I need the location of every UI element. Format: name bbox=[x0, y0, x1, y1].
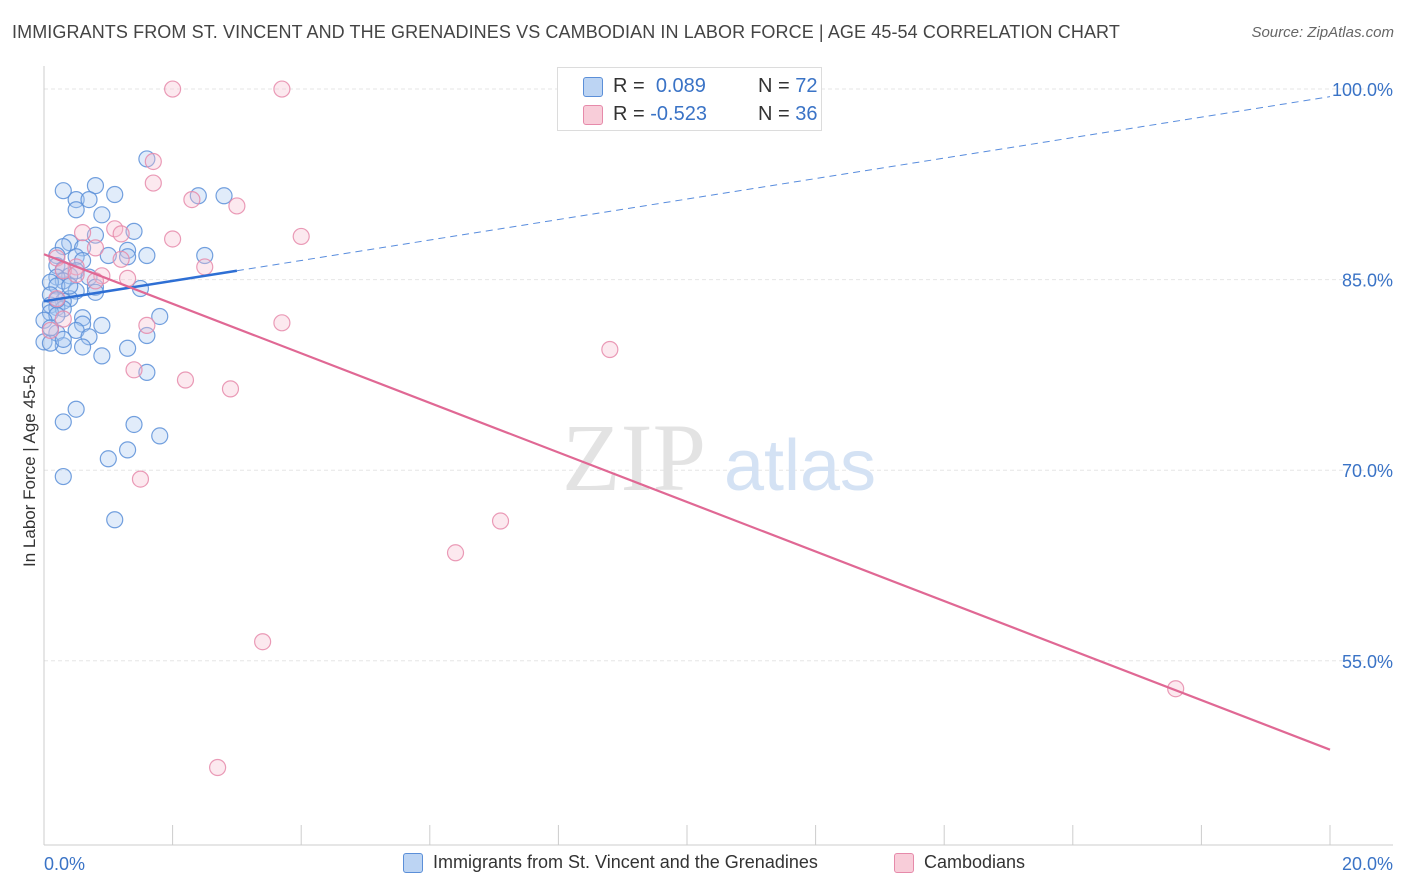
axes bbox=[43, 66, 1393, 846]
gridlines bbox=[44, 88, 1390, 662]
x-tick-label: 20.0% bbox=[1342, 854, 1393, 874]
data-point-immigrants bbox=[138, 363, 156, 381]
watermark-zip: ZIP bbox=[562, 404, 706, 511]
data-point-cambodians bbox=[491, 512, 510, 530]
data-point-cambodians bbox=[209, 758, 227, 777]
tick-labels: 55.0% 70.0% 85.0% 100.0% 0.0% 20.0% bbox=[44, 80, 1393, 874]
data-point-immigrants bbox=[80, 190, 98, 209]
data-point-immigrants bbox=[67, 400, 85, 418]
y-tick-label: 55.0% bbox=[1342, 652, 1393, 672]
data-point-cambodians bbox=[273, 80, 291, 98]
legend-n-value: 72 bbox=[795, 75, 818, 97]
trend-line-immigrants-extension bbox=[236, 96, 1331, 272]
data-point-cambodians bbox=[131, 470, 150, 488]
bottom-legend-label: Immigrants from St. Vincent and the Gren… bbox=[433, 852, 818, 872]
data-point-immigrants bbox=[54, 467, 72, 486]
trend-lines bbox=[43, 96, 1331, 751]
data-point-immigrants bbox=[118, 339, 137, 357]
data-point-cambodians bbox=[228, 197, 246, 215]
data-point-cambodians bbox=[138, 316, 156, 334]
data-point-cambodians bbox=[125, 361, 143, 379]
data-point-cambodians bbox=[54, 310, 72, 328]
data-point-immigrants bbox=[99, 246, 117, 265]
data-point-immigrants bbox=[118, 441, 137, 459]
data-point-immigrants bbox=[41, 334, 60, 352]
data-point-cambodians bbox=[112, 225, 130, 243]
x-tick-label: 0.0% bbox=[44, 854, 85, 874]
data-point-cambodians bbox=[446, 544, 465, 562]
data-point-immigrants bbox=[54, 337, 72, 355]
data-point-immigrants bbox=[106, 511, 124, 529]
legend-r-value: 0.089 bbox=[655, 75, 706, 97]
bottom-legend-swatch-blue bbox=[403, 853, 423, 873]
data-point-cambodians bbox=[176, 371, 195, 389]
data-point-immigrants bbox=[106, 185, 124, 204]
data-point-immigrants bbox=[54, 300, 72, 318]
data-point-cambodians bbox=[254, 633, 272, 651]
data-point-immigrants bbox=[125, 222, 143, 240]
data-point-cambodians bbox=[292, 227, 310, 246]
data-point-immigrants bbox=[138, 326, 156, 345]
data-point-cambodians bbox=[86, 239, 105, 257]
data-point-immigrants bbox=[73, 338, 92, 356]
data-point-immigrants bbox=[215, 187, 233, 205]
data-point-immigrants bbox=[54, 182, 72, 200]
data-point-immigrants bbox=[138, 246, 156, 265]
bottom-legend-label: Cambodians bbox=[924, 852, 1026, 872]
data-point-cambodians bbox=[164, 230, 182, 248]
correlation-legend: R = 0.089 N = 72 R = -0.523 N = 36 bbox=[557, 67, 822, 131]
data-point-cambodians bbox=[601, 340, 619, 359]
watermark-atlas: atlas bbox=[724, 426, 876, 506]
legend-r-value: -0.523 bbox=[650, 103, 707, 125]
chart-title: IMMIGRANTS FROM ST. VINCENT AND THE GREN… bbox=[12, 22, 1120, 42]
trend-line-cambodians bbox=[43, 253, 1331, 751]
data-point-immigrants bbox=[86, 177, 105, 195]
data-point-cambodians bbox=[273, 314, 291, 332]
data-point-cambodians bbox=[221, 380, 240, 398]
data-point-cambodians bbox=[112, 250, 130, 268]
data-point-immigrants bbox=[80, 328, 98, 346]
y-tick-label: 100.0% bbox=[1332, 80, 1393, 100]
trend-line-immigrants bbox=[43, 269, 238, 303]
data-point-cambodians bbox=[41, 321, 60, 340]
data-point-immigrants bbox=[54, 330, 72, 348]
watermark: ZIP atlas bbox=[562, 404, 876, 511]
data-point-cambodians bbox=[144, 174, 162, 192]
legend-n-value: 36 bbox=[795, 103, 818, 125]
legend-swatch-pink bbox=[583, 105, 603, 125]
data-point-immigrants bbox=[48, 277, 66, 295]
legend-r-label: R = bbox=[613, 103, 645, 125]
data-point-immigrants bbox=[67, 190, 85, 209]
legend-n-label: N = bbox=[758, 75, 790, 97]
data-point-immigrants bbox=[93, 316, 111, 334]
data-point-cambodians bbox=[144, 152, 162, 171]
legend-r-label: R = bbox=[613, 75, 645, 97]
data-point-cambodians bbox=[196, 258, 214, 276]
data-point-immigrants bbox=[99, 450, 117, 468]
y-tick-label: 85.0% bbox=[1342, 271, 1393, 291]
data-point-immigrants bbox=[86, 226, 105, 244]
data-point-cambodians bbox=[183, 190, 201, 209]
data-point-immigrants bbox=[73, 239, 92, 257]
data-point-immigrants bbox=[93, 347, 111, 365]
data-point-cambodians bbox=[73, 224, 92, 242]
data-point-immigrants bbox=[151, 307, 169, 326]
legend-n-label: N = bbox=[758, 103, 790, 125]
source-label: Source: ZipAtlas.com bbox=[1251, 24, 1394, 41]
data-point-immigrants bbox=[54, 413, 72, 431]
y-tick-label: 70.0% bbox=[1342, 461, 1393, 481]
data-point-immigrants bbox=[118, 241, 137, 260]
data-point-cambodians bbox=[164, 80, 182, 98]
data-point-immigrants bbox=[125, 415, 143, 434]
data-point-immigrants bbox=[151, 427, 169, 445]
data-point-immigrants bbox=[67, 201, 85, 219]
legend-swatch-blue bbox=[583, 77, 603, 97]
data-point-immigrants bbox=[93, 206, 111, 224]
bottom-legend-swatch-pink bbox=[894, 853, 914, 873]
